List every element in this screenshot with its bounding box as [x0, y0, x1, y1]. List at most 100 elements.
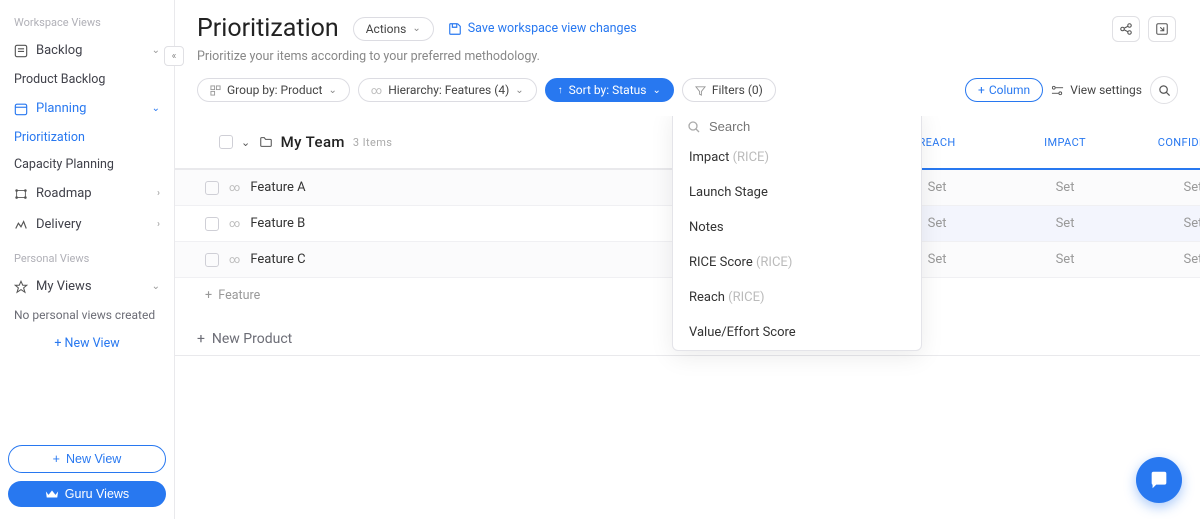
sidebar-sub-capacity[interactable]: Capacity Planning [0, 151, 174, 178]
chevron-down-icon: ⌄ [152, 103, 160, 114]
view-settings-button[interactable]: View settings [1051, 83, 1142, 97]
dropdown-item[interactable]: Launch Stage [673, 175, 921, 210]
chevron-down-icon: ⌄ [515, 85, 523, 96]
sort-by-pill[interactable]: ↑ Sort by: Status ⌄ [545, 78, 674, 102]
view-settings-label: View settings [1070, 83, 1142, 97]
sort-by-label: Sort by: Status [569, 83, 647, 97]
share-button[interactable] [1112, 16, 1140, 42]
row-checkbox[interactable] [205, 217, 219, 231]
search-button[interactable] [1150, 76, 1178, 104]
col-header-impact[interactable]: IMPACT [1001, 116, 1129, 169]
feature-name: Feature C [250, 252, 305, 267]
sidebar-sub-prioritization[interactable]: Prioritization [0, 124, 174, 151]
folder-icon [259, 135, 273, 149]
confidence-cell[interactable]: Set [1129, 242, 1200, 278]
sidebar-collapse-toggle[interactable]: « [164, 46, 184, 66]
sidebar-empty-text: No personal views created [0, 302, 174, 328]
sort-dropdown: Impact (RICE)Launch StageNotesRICE Score… [672, 116, 922, 351]
group-by-label: Group by: Product [227, 83, 322, 97]
sidebar-new-view-link[interactable]: + New View [0, 328, 174, 359]
new-view-button[interactable]: + New View [8, 445, 166, 473]
chevron-right-icon: › [157, 219, 160, 230]
column-label: Column [989, 83, 1030, 97]
search-icon [687, 120, 701, 134]
sidebar-item-myviews[interactable]: My Views ⌄ [0, 271, 174, 302]
sidebar-heading-personal: Personal Views [0, 246, 174, 271]
group-name: My Team [281, 133, 345, 151]
plus-icon: + [53, 452, 60, 466]
chat-icon [1148, 469, 1170, 491]
hierarchy-label: Hierarchy: Features (4) [388, 83, 509, 97]
plus-icon: + [978, 83, 985, 97]
calendar-icon [14, 102, 28, 116]
dropdown-item[interactable]: Reach (RICE) [673, 280, 921, 315]
confidence-cell[interactable]: Set [1129, 169, 1200, 206]
group-count: 3 Items [353, 136, 392, 149]
row-checkbox[interactable] [205, 253, 219, 267]
sidebar-item-label: Delivery [36, 217, 82, 232]
save-view-link[interactable]: Save workspace view changes [448, 21, 637, 36]
page-title: Prioritization [197, 14, 339, 43]
hierarchy-icon: ∞ [371, 84, 382, 97]
impact-cell[interactable]: Set [1001, 206, 1129, 242]
group-by-pill[interactable]: Group by: Product ⌄ [197, 78, 350, 102]
row-checkbox[interactable] [205, 181, 219, 195]
share-icon [1119, 22, 1133, 36]
chevron-down-icon: ⌄ [652, 85, 660, 96]
sidebar: « Workspace Views Backlog ⌄ Product Back… [0, 0, 175, 519]
sidebar-item-delivery[interactable]: Delivery › [0, 209, 174, 240]
roadmap-icon [14, 187, 28, 201]
dropdown-item[interactable]: Impact (RICE) [673, 140, 921, 175]
feature-icon: ∞ [229, 217, 240, 230]
sidebar-sub-product-backlog[interactable]: Product Backlog [0, 66, 174, 93]
col-header-confidence[interactable]: CONFIDENCE [1129, 116, 1200, 169]
button-label: Guru Views [65, 487, 129, 501]
actions-label: Actions [366, 22, 407, 36]
save-label: Save workspace view changes [468, 21, 637, 36]
guru-views-button[interactable]: Guru Views [8, 481, 166, 507]
dropdown-item[interactable]: Value/Effort Score [673, 315, 921, 350]
chat-fab[interactable] [1136, 457, 1182, 503]
add-column-button[interactable]: + Column [965, 78, 1043, 102]
dropdown-item[interactable]: Notes [673, 210, 921, 245]
confidence-cell[interactable]: Set [1129, 206, 1200, 242]
feature-icon: ∞ [229, 181, 240, 194]
settings-icon [1051, 84, 1064, 97]
hierarchy-pill[interactable]: ∞ Hierarchy: Features (4) ⌄ [358, 78, 537, 102]
dropdown-search-input[interactable] [709, 119, 907, 134]
star-icon [14, 280, 28, 294]
feature-name: Feature B [250, 216, 305, 231]
feature-name: Feature A [250, 180, 305, 195]
delivery-icon [14, 218, 28, 232]
sidebar-item-label: Backlog [36, 43, 82, 58]
impact-cell[interactable]: Set [1001, 242, 1129, 278]
chevron-right-icon: › [157, 188, 160, 199]
chevron-down-icon: ⌄ [152, 45, 160, 56]
sidebar-item-label: Roadmap [36, 186, 92, 201]
expand-button[interactable] [1148, 16, 1176, 42]
sidebar-item-label: My Views [36, 279, 92, 294]
impact-cell[interactable]: Set [1001, 169, 1129, 206]
search-icon [1158, 84, 1171, 97]
save-icon [448, 22, 462, 36]
filters-pill[interactable]: Filters (0) [682, 78, 776, 102]
filter-icon [695, 85, 706, 96]
dropdown-item[interactable]: RICE Score (RICE) [673, 245, 921, 280]
feature-icon: ∞ [229, 253, 240, 266]
sidebar-item-backlog[interactable]: Backlog ⌄ [0, 35, 174, 66]
actions-menu[interactable]: Actions ⌄ [353, 17, 434, 41]
page-subtitle: Prioritize your items according to your … [175, 47, 1200, 76]
chevron-down-icon: ⌄ [328, 85, 336, 96]
button-label: New View [66, 452, 121, 466]
arrow-up-icon: ↑ [558, 85, 563, 96]
expand-icon [1155, 22, 1169, 36]
chevron-down-icon: ⌄ [152, 281, 160, 292]
backlog-icon [14, 44, 28, 58]
filters-label: Filters (0) [712, 83, 763, 97]
chevron-down-icon[interactable]: ⌄ [241, 136, 251, 149]
sidebar-item-planning[interactable]: Planning ⌄ [0, 93, 174, 124]
guru-icon [45, 488, 59, 500]
sidebar-item-label: Planning [36, 101, 86, 116]
select-all-checkbox[interactable] [219, 135, 233, 149]
sidebar-item-roadmap[interactable]: Roadmap › [0, 178, 174, 209]
